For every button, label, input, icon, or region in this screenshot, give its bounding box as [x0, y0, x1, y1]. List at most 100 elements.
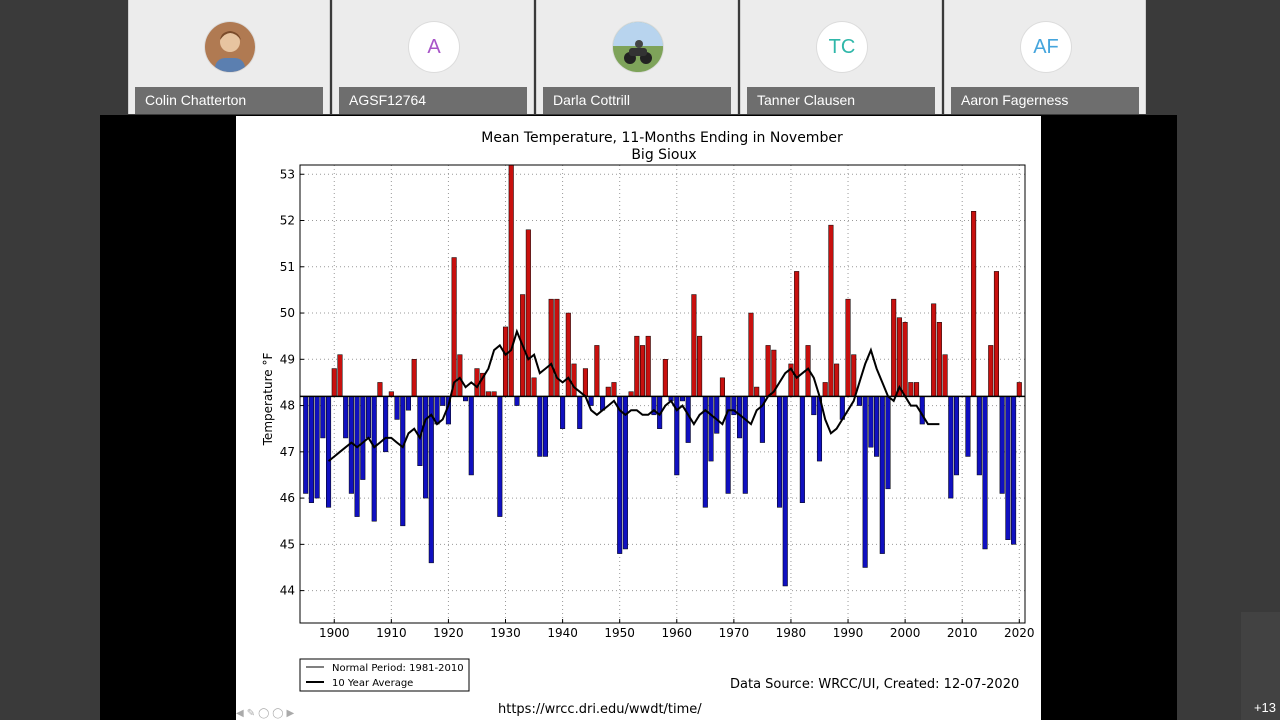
temperature-bar — [605, 386, 611, 397]
temperature-bar — [776, 396, 783, 508]
y-tick-label: 53 — [280, 167, 295, 181]
temperature-bar — [411, 359, 417, 397]
temperature-bar — [343, 396, 349, 439]
temperature-bar — [383, 396, 389, 453]
temperature-bar — [622, 396, 628, 550]
temperature-bar — [326, 396, 332, 508]
y-axis-label: Temperature °F — [261, 353, 275, 447]
temperature-bar — [982, 396, 988, 550]
temperature-bar — [874, 396, 880, 457]
temperature-bar — [560, 396, 566, 429]
participant-photo-avatar — [613, 22, 663, 72]
temperature-bar — [400, 396, 406, 527]
temperature-bar — [914, 382, 920, 397]
temperature-bar — [868, 396, 874, 448]
temperature-bar — [303, 396, 309, 494]
x-tick-label: 1980 — [776, 626, 807, 640]
prev-arrow-icon[interactable]: ◀ — [236, 707, 244, 719]
temperature-bar — [702, 396, 708, 508]
temperature-bar — [965, 396, 971, 457]
temperature-bar — [405, 396, 411, 411]
temperature-bar — [1011, 396, 1017, 545]
next-arrow-icon[interactable]: ▶ — [286, 707, 295, 719]
pencil-icon[interactable]: ✎ — [246, 707, 256, 719]
temperature-bar — [423, 396, 429, 499]
temperature-bar — [508, 164, 514, 397]
temperature-bar — [931, 303, 937, 397]
temperature-bar — [851, 354, 857, 397]
temperature-bar — [834, 363, 840, 397]
y-tick-label: 48 — [280, 399, 295, 413]
more-participants-button[interactable]: +13 — [1241, 612, 1280, 720]
temperature-bar — [971, 211, 977, 397]
x-tick-labels: 1900 1910 1920 1930 1940 1950 1960 1970 1980 1990… — [319, 619, 1035, 640]
temperature-bar — [885, 396, 891, 490]
temperature-bar — [502, 326, 509, 397]
temperature-bar — [337, 354, 343, 397]
x-tick-label: 1970 — [719, 626, 750, 640]
temperature-bar — [811, 396, 817, 416]
x-tick-label: 1930 — [490, 626, 521, 640]
chart-subtitle: Big Sioux — [631, 147, 696, 163]
y-tick-label: 51 — [280, 260, 295, 274]
participant-tile[interactable]: AF Aaron Fagerness — [944, 0, 1146, 114]
temperature-bar — [999, 396, 1005, 494]
participant-tile[interactable]: A AGSF12764 — [332, 0, 534, 114]
temperature-bar — [548, 298, 554, 397]
temperature-bar — [685, 396, 691, 443]
temperature-bar — [754, 386, 760, 397]
temperature-bar — [719, 377, 725, 397]
participant-tile[interactable]: TC Tanner Clausen — [740, 0, 942, 114]
participant-name: AGSF12764 — [339, 87, 527, 114]
x-tick-label: 1960 — [661, 626, 692, 640]
legend-entry: Normal Period: 1981-2010 — [332, 663, 464, 674]
participant-name: Tanner Clausen — [747, 87, 935, 114]
ten-year-average-line — [327, 328, 940, 462]
x-tick-label: 1940 — [547, 626, 578, 640]
temperature-bar — [582, 368, 588, 397]
y-tick-labels: 44 45 46 47 48 49 50 51 52 53 — [280, 167, 304, 598]
temperature-bar — [822, 382, 828, 397]
y-tick-label: 49 — [280, 352, 295, 366]
participant-tile[interactable]: Darla Cottrill — [536, 0, 738, 114]
temperature-bar — [896, 317, 902, 397]
temperature-bar — [525, 229, 531, 397]
temperature-bar — [908, 382, 914, 397]
participant-name: Aaron Fagerness — [951, 87, 1139, 114]
participant-photo-avatar — [205, 22, 255, 72]
chart-title: Mean Temperature, 11-Months Ending in No… — [481, 130, 843, 146]
temperature-bar — [394, 396, 400, 420]
options-icon[interactable]: ◯ — [272, 707, 284, 719]
temperature-bar — [691, 294, 697, 397]
chart-bars — [303, 164, 1022, 587]
temperature-bar — [554, 298, 560, 397]
plot-frame — [299, 164, 1026, 624]
y-tick-label: 50 — [280, 306, 295, 320]
source-url-text[interactable]: https://wrcc.dri.edu/wwdt/time/ — [498, 702, 702, 717]
temperature-bar — [468, 396, 474, 476]
temperature-bar — [634, 335, 640, 397]
temperature-bar — [571, 363, 577, 397]
temperature-bar — [331, 368, 337, 397]
temperature-bar — [377, 382, 383, 397]
temperature-bar — [639, 345, 646, 397]
x-tick-label: 1920 — [433, 626, 464, 640]
zoom-icon[interactable]: ◯ — [258, 707, 270, 719]
temperature-bar — [474, 368, 480, 397]
temperature-bar — [565, 312, 571, 397]
participant-name: Darla Cottrill — [543, 87, 731, 114]
motorcycle-photo-icon — [613, 22, 663, 72]
temperature-bar — [799, 396, 805, 503]
x-tick-label: 2020 — [1004, 626, 1035, 640]
temperature-bar — [1005, 396, 1011, 540]
temperature-bar — [782, 396, 788, 587]
y-tick-label: 46 — [280, 491, 295, 505]
participant-tile[interactable]: Colin Chatterton — [128, 0, 330, 114]
y-tick-label: 44 — [280, 584, 295, 598]
temperature-bar — [953, 396, 960, 476]
temperature-bar — [765, 345, 771, 397]
temperature-bar — [314, 396, 320, 499]
temperature-bar — [577, 396, 583, 429]
temperature-bar — [936, 322, 942, 397]
participant-name: Colin Chatterton — [135, 87, 323, 114]
